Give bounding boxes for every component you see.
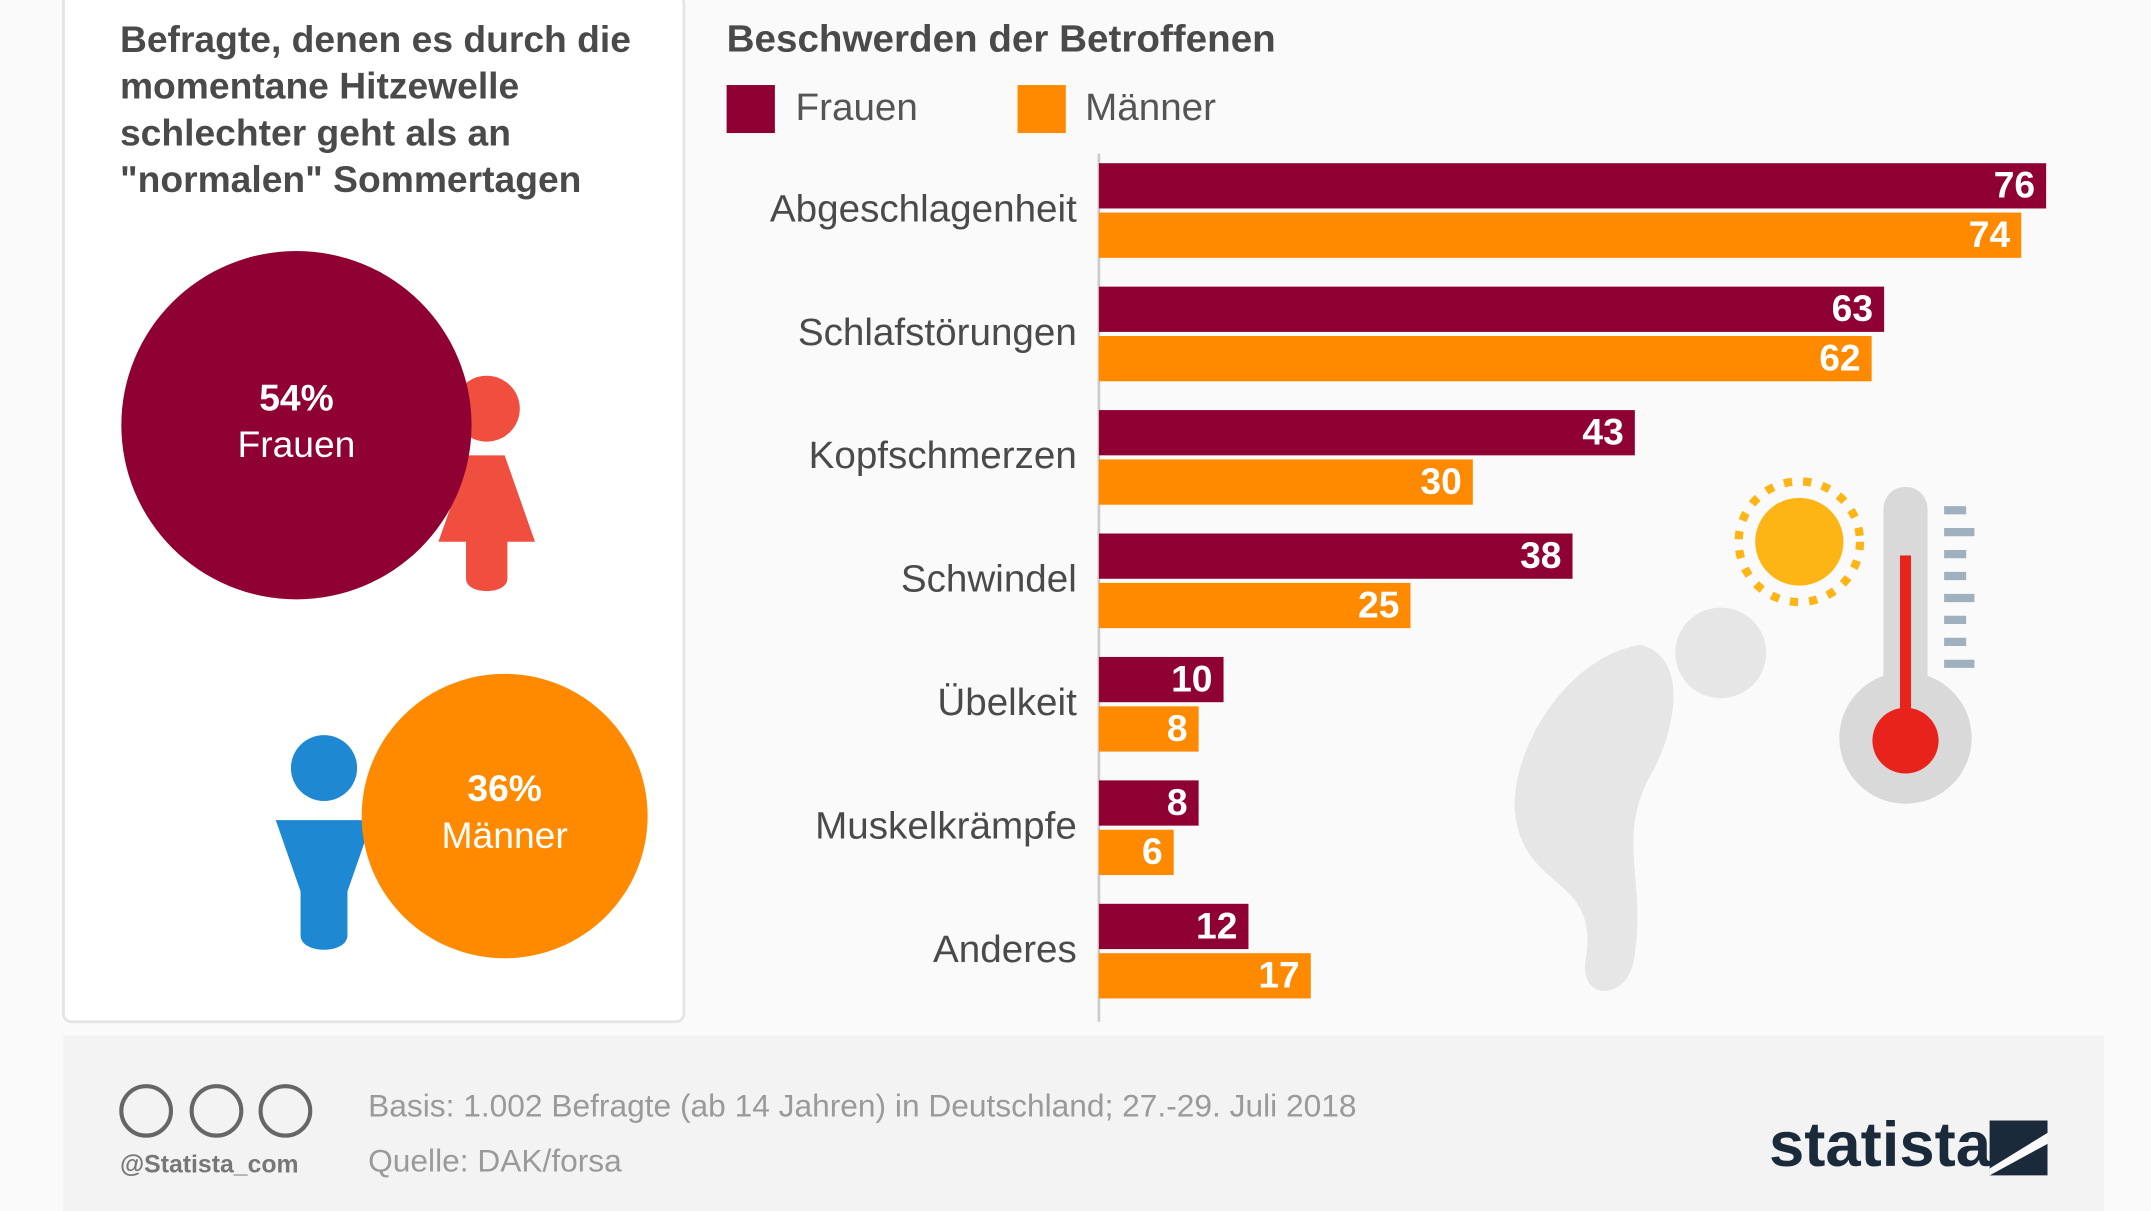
footer-source: Quelle: DAK/forsa xyxy=(368,1142,622,1178)
category-label: Kopfschmerzen xyxy=(809,434,1077,477)
value-label: 8 xyxy=(1167,707,1188,749)
value-label: 62 xyxy=(1819,337,1860,379)
category-label: Muskelkrämpfe xyxy=(815,805,1077,848)
value-label: 76 xyxy=(1994,164,2035,206)
value-label: 17 xyxy=(1258,954,1299,996)
bar xyxy=(1098,410,1635,456)
chart-title: Beschwerden der Betroffenen xyxy=(727,17,1276,60)
footer-handle: @Statista_com xyxy=(120,1151,299,1178)
male-icon xyxy=(275,735,373,950)
value-label: 8 xyxy=(1167,781,1188,823)
value-label: 63 xyxy=(1832,287,1873,329)
value-label: 30 xyxy=(1420,460,1461,502)
bar xyxy=(1098,533,1573,579)
thermometer-icon xyxy=(1839,486,1975,804)
bar xyxy=(1098,582,1411,629)
bubble xyxy=(361,673,648,959)
footer-note: Basis: 1.002 Befragte (ab 14 Jahren) in … xyxy=(368,1088,1356,1124)
bubble-title: Befragte, denen es durch die momentane H… xyxy=(119,19,631,201)
value-label: 6 xyxy=(1142,830,1163,872)
bar xyxy=(1098,903,1249,950)
brand: statista xyxy=(1769,1110,1992,1180)
value-label: 10 xyxy=(1171,658,1212,700)
bar xyxy=(1098,336,1872,382)
legend-swatch xyxy=(726,85,775,134)
legend-swatch xyxy=(1017,85,1066,134)
cc-icons xyxy=(119,1084,313,1138)
bar xyxy=(1098,829,1174,876)
bar xyxy=(1098,212,2022,258)
footer-bg xyxy=(63,1035,2105,1211)
bubble-category-label: Frauen xyxy=(237,423,355,465)
legend-label: Männer xyxy=(1085,86,1216,129)
bar xyxy=(1098,286,1885,332)
value-label: 74 xyxy=(1969,213,2011,255)
bar xyxy=(1098,459,1473,505)
bar xyxy=(1098,953,1311,999)
bubble-value-label: 36% xyxy=(467,767,541,809)
bar xyxy=(1098,706,1199,752)
bubble-value-label: 54% xyxy=(259,376,333,418)
category-label: Schwindel xyxy=(901,558,1077,601)
value-label: 43 xyxy=(1582,411,1623,453)
bar xyxy=(1098,780,1199,826)
brand-logo xyxy=(1989,1120,2048,1176)
value-label: 12 xyxy=(1196,904,1237,946)
category-label: Abgeschlagenheit xyxy=(770,187,1077,230)
bar xyxy=(1098,656,1224,703)
category-label: Übelkeit xyxy=(937,681,1077,724)
value-label: 38 xyxy=(1520,534,1561,576)
legend-label: Frauen xyxy=(796,86,918,129)
person-silhouette xyxy=(1514,607,1767,991)
bubble-category-label: Männer xyxy=(442,814,568,856)
bubble xyxy=(121,250,472,600)
value-label: 25 xyxy=(1358,583,1399,625)
category-label: Schlafstörungen xyxy=(798,311,1077,354)
category-label: Anderes xyxy=(933,928,1077,971)
bar xyxy=(1098,163,2047,209)
